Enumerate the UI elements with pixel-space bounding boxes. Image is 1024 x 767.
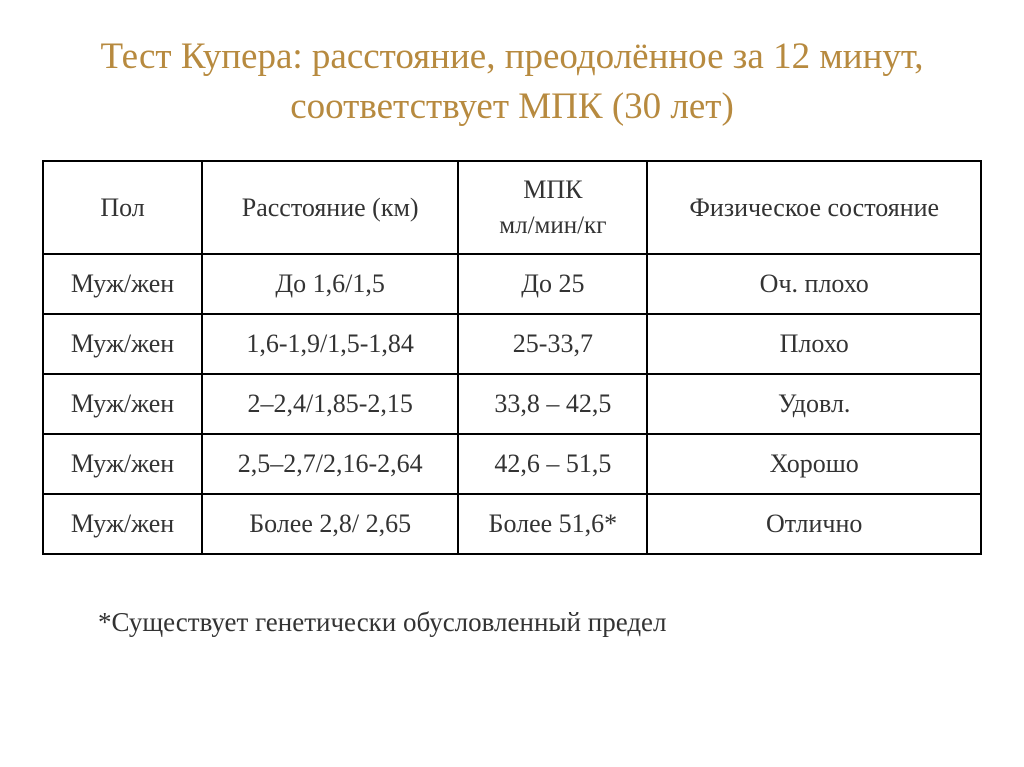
cell-mpk: 42,6 – 51,5 xyxy=(458,434,647,494)
table-row: Муж/жен До 1,6/1,5 До 25 Оч. плохо xyxy=(43,254,981,314)
cell-mpk: 33,8 – 42,5 xyxy=(458,374,647,434)
table-header-row: Пол Расстояние (км) МПК мл/мин/кг Физиче… xyxy=(43,161,981,254)
cell-state: Хорошо xyxy=(647,434,981,494)
cell-distance: До 1,6/1,5 xyxy=(202,254,458,314)
table-row: Муж/жен Более 2,8/ 2,65 Более 51,6* Отли… xyxy=(43,494,981,554)
header-distance: Расстояние (км) xyxy=(202,161,458,254)
page-title: Тест Купера: расстояние, преодолённое за… xyxy=(42,32,982,132)
cell-gender: Муж/жен xyxy=(43,494,202,554)
cell-mpk: Более 51,6* xyxy=(458,494,647,554)
cell-gender: Муж/жен xyxy=(43,254,202,314)
cell-distance: Более 2,8/ 2,65 xyxy=(202,494,458,554)
cell-distance: 2,5–2,7/2,16-2,64 xyxy=(202,434,458,494)
cell-gender: Муж/жен xyxy=(43,314,202,374)
header-mpk-line2: мл/мин/кг xyxy=(473,208,632,243)
cell-gender: Муж/жен xyxy=(43,434,202,494)
cell-distance: 2–2,4/1,85-2,15 xyxy=(202,374,458,434)
cooper-test-table: Пол Расстояние (км) МПК мл/мин/кг Физиче… xyxy=(42,160,982,555)
cell-state: Плохо xyxy=(647,314,981,374)
cell-distance: 1,6-1,9/1,5-1,84 xyxy=(202,314,458,374)
header-gender: Пол xyxy=(43,161,202,254)
footnote: *Существует генетически обусловленный пр… xyxy=(42,607,982,638)
cell-state: Удовл. xyxy=(647,374,981,434)
cell-mpk: 25-33,7 xyxy=(458,314,647,374)
header-state: Физическое состояние xyxy=(647,161,981,254)
header-mpk: МПК мл/мин/кг xyxy=(458,161,647,254)
table-row: Муж/жен 1,6-1,9/1,5-1,84 25-33,7 Плохо xyxy=(43,314,981,374)
cell-state: Оч. плохо xyxy=(647,254,981,314)
cell-state: Отлично xyxy=(647,494,981,554)
cell-gender: Муж/жен xyxy=(43,374,202,434)
header-mpk-line1: МПК xyxy=(523,175,582,204)
cell-mpk: До 25 xyxy=(458,254,647,314)
table-row: Муж/жен 2–2,4/1,85-2,15 33,8 – 42,5 Удов… xyxy=(43,374,981,434)
table-row: Муж/жен 2,5–2,7/2,16-2,64 42,6 – 51,5 Хо… xyxy=(43,434,981,494)
